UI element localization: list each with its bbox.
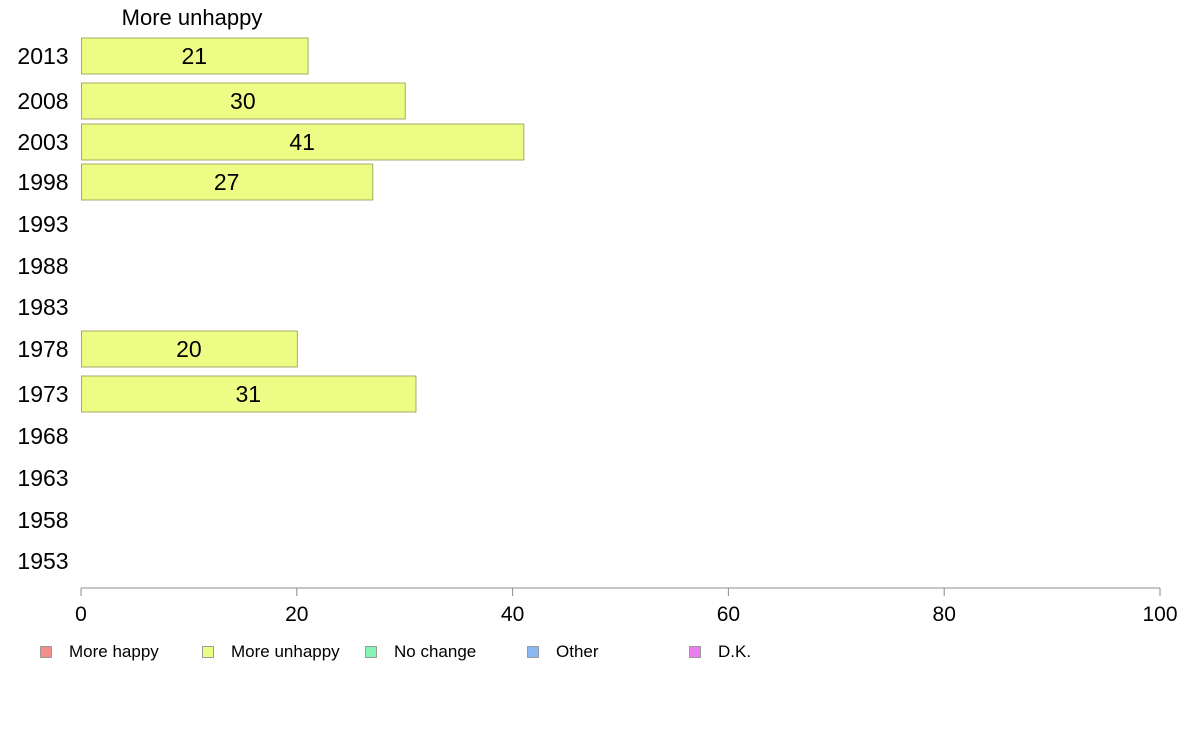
bar-value-label: 21: [181, 43, 207, 69]
bars: 21 30 41 27 20 31: [81, 37, 525, 413]
y-tick-label: 1993: [17, 211, 68, 237]
x-tick-label: 40: [501, 603, 524, 626]
bar: [81, 330, 298, 368]
legend-swatch-more-happy: [40, 646, 52, 658]
y-axis-labels: 2013 2008 2003 1998 1993 1988 1983 1978 1973 1968…: [17, 43, 68, 574]
legend-swatch-no-change: [365, 646, 377, 658]
legend-swatch-other: [527, 646, 539, 658]
y-tick-label: 1978: [17, 336, 68, 362]
y-tick-label: 2013: [17, 43, 68, 69]
bar-value-label: 30: [230, 88, 256, 114]
legend: More happy More unhappy No change Other …: [0, 640, 1188, 664]
bar: [81, 37, 309, 75]
y-tick-label: 2003: [17, 129, 68, 155]
y-tick-label: 1983: [17, 294, 68, 320]
y-tick-label: 1968: [17, 423, 68, 449]
legend-swatch-more-unhappy: [202, 646, 214, 658]
legend-item-dk: D.K.: [689, 640, 751, 664]
bar-value-label: 27: [214, 169, 240, 195]
legend-item-more-happy: More happy: [40, 640, 159, 664]
y-tick-label: 2008: [17, 88, 68, 114]
legend-item-more-unhappy: More unhappy: [202, 640, 340, 664]
chart-title: More unhappy: [122, 5, 263, 30]
chart: More unhappy 21 30 41 27 20 31 2013 2008 2003 19…: [17, 5, 1178, 626]
y-tick-label: 1973: [17, 381, 68, 407]
bar: [81, 163, 374, 201]
x-tick-label: 20: [285, 603, 308, 626]
y-tick-label: 1998: [17, 169, 68, 195]
bar-value-label: 41: [289, 129, 315, 155]
bar: [81, 123, 525, 161]
legend-swatch-dk: [689, 646, 701, 658]
legend-label: More unhappy: [231, 642, 340, 661]
legend-item-other: Other: [527, 640, 599, 664]
x-tick-label: 0: [75, 603, 87, 626]
legend-item-no-change: No change: [365, 640, 476, 664]
bar-value-label: 31: [235, 381, 261, 407]
legend-label: More happy: [69, 642, 159, 661]
bar-value-label: 20: [176, 336, 202, 362]
bar: [81, 375, 417, 413]
bar: [81, 82, 406, 120]
y-tick-label: 1988: [17, 253, 68, 279]
x-tick-label: 60: [717, 603, 740, 626]
legend-label: No change: [394, 642, 477, 661]
legend-label: Other: [556, 642, 599, 661]
x-tick-label: 80: [933, 603, 956, 626]
y-tick-label: 1963: [17, 465, 68, 491]
y-tick-label: 1958: [17, 507, 68, 533]
y-tick-label: 1953: [17, 548, 68, 574]
x-tick-label: 100: [1142, 603, 1177, 626]
legend-label: D.K.: [718, 642, 752, 661]
x-axis: 0 20 40 60 80 100: [75, 587, 1178, 626]
